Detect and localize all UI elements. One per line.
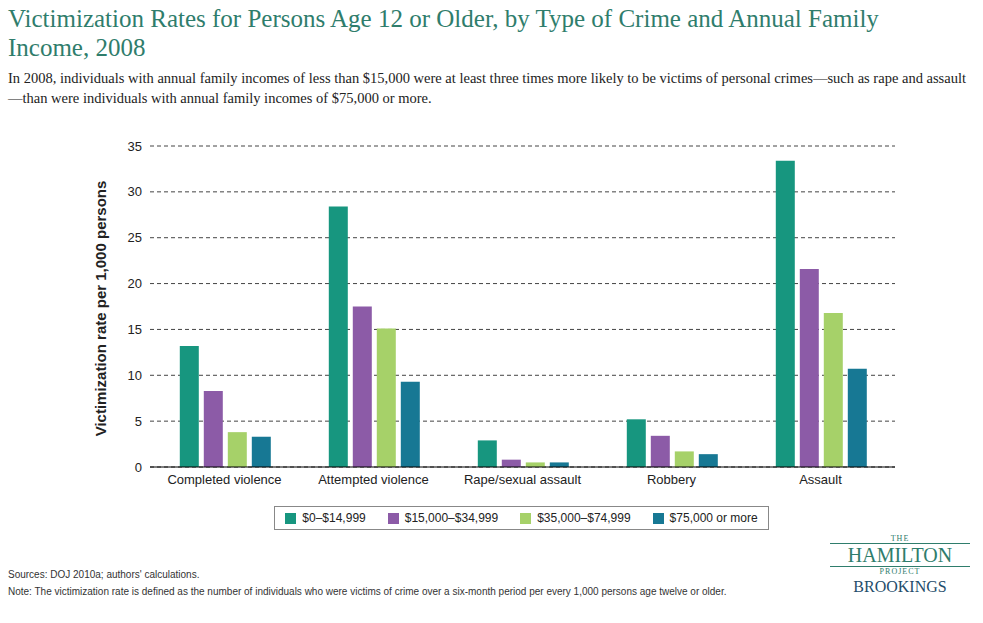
svg-text:30: 30 bbox=[128, 184, 142, 199]
svg-text:Attempted violence: Attempted violence bbox=[318, 472, 429, 487]
html-text:In 2008, individuals with annu: In 2008, individuals with annual family … bbox=[8, 70, 966, 106]
svg-text:Assault: Assault bbox=[799, 472, 842, 487]
html-text:$35,000–$74,999: $35,000–$74,999 bbox=[537, 511, 631, 525]
svg-text:Completed violence: Completed violence bbox=[167, 472, 281, 487]
svg-text:Rape/sexual assault: Rape/sexual assault bbox=[464, 472, 581, 487]
html-text:PROJECT: PROJECT bbox=[879, 567, 921, 576]
html-text:HAMILTON: HAMILTON bbox=[847, 544, 953, 566]
html-text:$0–$14,999: $0–$14,999 bbox=[302, 511, 366, 525]
svg-text:0: 0 bbox=[135, 460, 142, 475]
svg-text:15: 15 bbox=[128, 322, 142, 337]
html-text:Victimization rate per 1,000 p: Victimization rate per 1,000 persons bbox=[91, 180, 109, 437]
html-text:$75,000 or more: $75,000 or more bbox=[669, 511, 758, 525]
svg-text:5: 5 bbox=[135, 414, 142, 429]
html-text:$15,000–$34,999: $15,000–$34,999 bbox=[404, 511, 499, 525]
html-text:Note: The victimization rate i: Note: The victimization rate is defined … bbox=[8, 586, 727, 597]
svg-text:10: 10 bbox=[128, 368, 142, 383]
svg-text:25: 25 bbox=[128, 230, 142, 245]
html-text:Victimization Rates for Person: Victimization Rates for Persons Age 12 o… bbox=[8, 5, 879, 61]
svg-text:20: 20 bbox=[128, 276, 142, 291]
html-text:THE: THE bbox=[890, 534, 910, 543]
html-text:Sources: DOJ 2010a; authors' c: Sources: DOJ 2010a; authors' calculation… bbox=[8, 569, 200, 580]
html-text:BROOKINGS: BROOKINGS bbox=[853, 578, 947, 595]
svg-text:35: 35 bbox=[128, 139, 142, 154]
svg-text:Robbery: Robbery bbox=[647, 472, 697, 487]
